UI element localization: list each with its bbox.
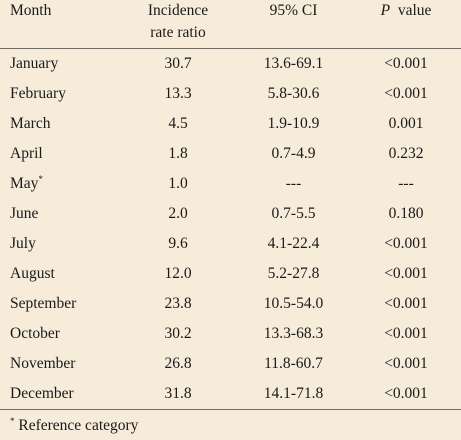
- cell-month: February: [0, 79, 120, 109]
- cell-month: October: [0, 319, 120, 349]
- month-label: November: [10, 355, 76, 372]
- table-row: August 12.0 5.2-27.8 <0.001: [0, 259, 461, 289]
- table-row: September 23.8 10.5-54.0 <0.001: [0, 289, 461, 319]
- cell-month: April: [0, 139, 120, 169]
- cell-p-value: 0.001: [388, 115, 424, 132]
- cell-p-value: <0.001: [384, 265, 428, 282]
- header-incidence-rate-ratio: Incidence rate ratio: [120, 0, 236, 49]
- table-row: April 1.8 0.7-4.9 0.232: [0, 139, 461, 169]
- cell-95-ci: 1.9-10.9: [267, 115, 320, 132]
- cell-incidence-rate-ratio: 4.5: [168, 115, 188, 132]
- cell-p-value: <0.001: [384, 235, 428, 252]
- cell-95-ci: 13.3-68.3: [263, 325, 324, 342]
- table-row: December 31.8 14.1-71.8 <0.001: [0, 379, 461, 410]
- cell-95-ci: 5.2-27.8: [267, 265, 320, 282]
- header-irr-line1: Incidence: [147, 2, 209, 19]
- cell-p-value: 0.232: [388, 145, 424, 162]
- header-p-word: value: [397, 2, 432, 19]
- table-row: May* 1.0 --- ---: [0, 169, 461, 199]
- table-header-row: Month Incidence rate ratio 95% CI P valu…: [0, 0, 461, 49]
- cell-month: March: [0, 109, 120, 139]
- reference-mark: *: [38, 173, 43, 184]
- month-label: January: [10, 55, 59, 72]
- cell-month: June: [0, 199, 120, 229]
- cell-month: May*: [0, 169, 120, 199]
- month-label: December: [10, 385, 74, 402]
- header-p-letter: P: [380, 2, 391, 19]
- header-95-ci: 95% CI: [236, 0, 351, 49]
- cell-95-ci: 0.7-4.9: [271, 145, 316, 162]
- table-row: July 9.6 4.1-22.4 <0.001: [0, 229, 461, 259]
- footnote-text: Reference category: [18, 417, 139, 434]
- footnote-mark: *: [10, 415, 15, 426]
- cell-95-ci: 0.7-5.5: [271, 205, 316, 222]
- header-month: Month: [0, 0, 120, 49]
- table-row: June 2.0 0.7-5.5 0.180: [0, 199, 461, 229]
- cell-month: August: [0, 259, 120, 289]
- cell-p-value: <0.001: [384, 295, 428, 312]
- month-label: July: [10, 235, 36, 252]
- cell-incidence-rate-ratio: 2.0: [168, 205, 188, 222]
- cell-95-ci: 5.8-30.6: [267, 85, 320, 102]
- cell-p-value: <0.001: [384, 85, 428, 102]
- cell-95-ci: 13.6-69.1: [263, 55, 324, 72]
- table-row: January 30.7 13.6-69.1 <0.001: [0, 49, 461, 80]
- cell-incidence-rate-ratio: 30.2: [164, 325, 192, 342]
- month-label: May: [10, 175, 39, 192]
- month-label: August: [10, 265, 55, 282]
- cell-incidence-rate-ratio: 23.8: [164, 295, 192, 312]
- cell-95-ci: ---: [285, 175, 302, 192]
- cell-incidence-rate-ratio: 31.8: [120, 379, 236, 410]
- header-p-value: P value: [351, 0, 461, 49]
- cell-incidence-rate-ratio: 26.8: [164, 355, 192, 372]
- cell-95-ci: 4.1-22.4: [267, 235, 320, 252]
- cell-month: September: [0, 289, 120, 319]
- table-row: November 26.8 11.8-60.7 <0.001: [0, 349, 461, 379]
- table-row: October 30.2 13.3-68.3 <0.001: [0, 319, 461, 349]
- cell-p-value: ---: [398, 175, 414, 192]
- cell-incidence-rate-ratio: 12.0: [164, 265, 192, 282]
- cell-month: December: [0, 379, 120, 410]
- cell-incidence-rate-ratio: 1.8: [168, 145, 188, 162]
- cell-95-ci: 14.1-71.8: [236, 379, 351, 410]
- cell-month: November: [0, 349, 120, 379]
- header-irr-line2: rate ratio: [150, 24, 206, 41]
- table-footnote: * Reference category: [0, 410, 461, 436]
- table-row: March 4.5 1.9-10.9 0.001: [0, 109, 461, 139]
- table-row: February 13.3 5.8-30.6 <0.001: [0, 79, 461, 109]
- cell-month: January: [0, 49, 120, 80]
- month-label: February: [10, 85, 66, 102]
- cell-95-ci: 11.8-60.7: [264, 355, 323, 372]
- month-label: March: [10, 115, 51, 132]
- cell-p-value: <0.001: [384, 355, 428, 372]
- cell-incidence-rate-ratio: 1.0: [168, 175, 188, 192]
- incidence-rate-table: Month Incidence rate ratio 95% CI P valu…: [0, 0, 461, 410]
- month-label: October: [10, 325, 60, 342]
- cell-p-value: <0.001: [384, 325, 428, 342]
- cell-p-value: 0.180: [388, 205, 424, 222]
- cell-95-ci: 10.5-54.0: [263, 295, 324, 312]
- cell-incidence-rate-ratio: 30.7: [164, 55, 192, 72]
- month-label: June: [10, 205, 39, 222]
- cell-month: July: [0, 229, 120, 259]
- month-label: September: [10, 295, 77, 312]
- month-label: April: [10, 145, 43, 162]
- cell-incidence-rate-ratio: 13.3: [164, 85, 192, 102]
- cell-p-value: <0.001: [384, 55, 428, 72]
- cell-incidence-rate-ratio: 9.6: [168, 235, 188, 252]
- cell-p-value: <0.001: [351, 379, 461, 410]
